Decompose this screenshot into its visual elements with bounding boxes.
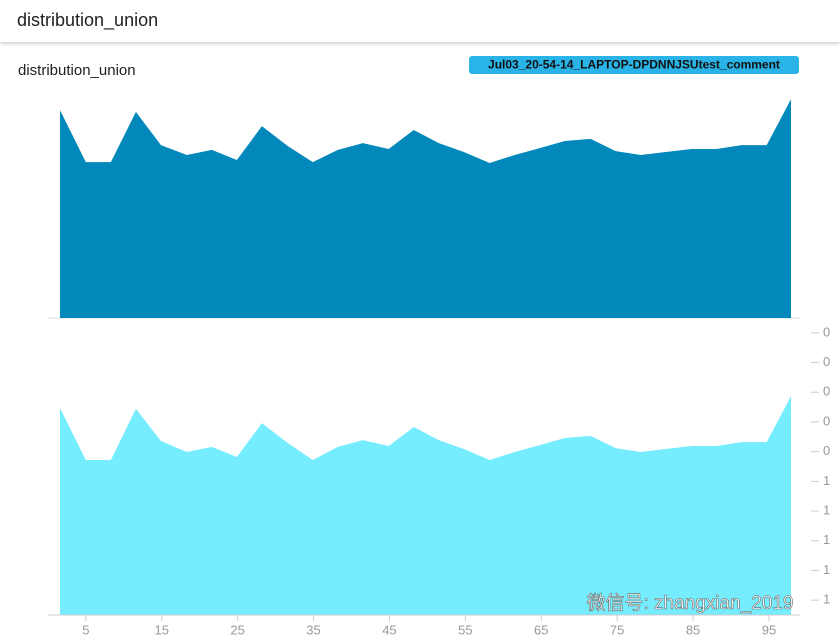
legend-label: Jul03_20-54-14_LAPTOP-DPDNNJSUtest_comme… xyxy=(488,58,780,72)
watermark: 微信号: zhangxian_2019 xyxy=(586,592,793,614)
chart-title: distribution_union xyxy=(18,62,136,79)
x-tick-label: 25 xyxy=(230,622,244,637)
y-tick-label: 1 xyxy=(823,502,830,517)
y-tick-label: 1 xyxy=(823,562,830,577)
y-tick-label: 0 xyxy=(823,384,830,399)
x-tick-label: 35 xyxy=(306,622,320,637)
y-tick-label: 0 xyxy=(823,443,830,458)
y-tick-label: 0 xyxy=(823,413,830,428)
y-tick-label: 1 xyxy=(823,473,830,488)
x-tick-label: 45 xyxy=(382,622,396,637)
area xyxy=(60,99,791,319)
header-title: distribution_union xyxy=(17,10,159,30)
x-tick-label: 5 xyxy=(82,622,89,637)
y-tick-label: 1 xyxy=(823,532,830,547)
x-tick-label: 95 xyxy=(762,622,776,637)
x-tick-label: 55 xyxy=(458,622,472,637)
area xyxy=(60,396,791,615)
x-tick-label: 15 xyxy=(154,622,168,637)
x-tick-label: 85 xyxy=(686,622,700,637)
legend-chip xyxy=(469,56,799,74)
x-tick-label: 65 xyxy=(534,622,548,637)
y-tick-label: 0 xyxy=(823,324,830,339)
header: distribution_union xyxy=(0,0,840,42)
y-tick-label: 0 xyxy=(823,354,830,369)
y-tick-label: 1 xyxy=(823,592,830,607)
x-tick-label: 75 xyxy=(610,622,624,637)
